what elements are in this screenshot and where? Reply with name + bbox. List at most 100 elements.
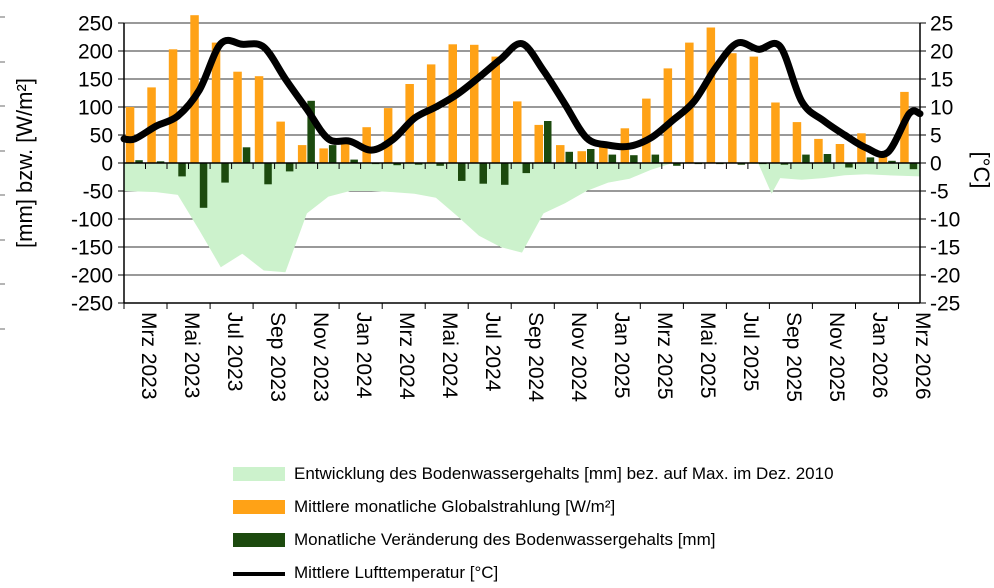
soil-change-bar [845, 163, 853, 168]
left-axis-title: [mm] bzw. [W/m²] [12, 78, 37, 248]
legend-item-global-radiation: Mittlere monatliche Globalstrahlung [W/m… [233, 496, 834, 518]
radiation-bar [577, 151, 586, 163]
radiation-bar [448, 44, 457, 163]
right-axis-title: [°C] [969, 152, 994, 189]
soil-change-bar [458, 163, 466, 181]
svg-text:250: 250 [78, 13, 113, 36]
soil-change-bar [544, 121, 552, 163]
page-edge-mark [0, 105, 5, 107]
svg-text:Mrz 2025: Mrz 2025 [653, 312, 676, 400]
soil-change-bar [242, 147, 251, 163]
soil-change-bar [285, 163, 294, 172]
soil-change-bar [350, 159, 358, 163]
left-axis-tick-labels: 250 200 150 100 50 0 -50 -100 -150 -200 -250 [71, 13, 113, 316]
soil-change-bar [630, 155, 638, 163]
radiation-bar [211, 42, 221, 163]
soil-change-bar [307, 100, 315, 163]
radiation-bar [663, 68, 673, 163]
svg-text:20: 20 [930, 41, 953, 64]
legend-label: Mittlere Lufttemperatur [°C] [294, 563, 499, 582]
soil-change-bar [135, 160, 143, 163]
svg-text:Jan 2025: Jan 2025 [610, 312, 633, 398]
legend-label: Entwicklung des Bodenwassergehalts [mm] … [294, 464, 834, 483]
radiation-bar [470, 44, 479, 163]
radiation-bar [513, 101, 522, 163]
soil-change-bars [135, 100, 918, 208]
radiation-bar [728, 53, 737, 164]
svg-text:10: 10 [930, 97, 953, 120]
soil-change-bar [264, 163, 272, 185]
radiation-bar [749, 56, 759, 163]
page-edge-mark [0, 16, 5, 18]
legend-item-soil-water-change: Monatliche Veränderung des Bodenwasserge… [233, 529, 834, 551]
soil-change-bar [501, 163, 509, 185]
legend-label: Mittlere monatliche Globalstrahlung [W/m… [294, 497, 616, 516]
radiation-bar [771, 102, 780, 163]
svg-text:-150: -150 [71, 237, 113, 260]
legend-item-soil-water-development: Entwicklung des Bodenwassergehalts [mm] … [233, 463, 834, 485]
soil-change-bar [888, 160, 896, 163]
page-edge-mark [0, 194, 5, 196]
svg-text:Nov 2023: Nov 2023 [309, 312, 332, 402]
svg-text:-10: -10 [930, 209, 960, 232]
svg-text:-20: -20 [930, 265, 960, 288]
page-edge-mark [0, 149, 5, 152]
right-axis-tick-labels: 25 20 15 10 5 0 -5 -10 -15 -20 -25 [930, 13, 960, 316]
x-axis-tick-labels: Mrz 2023 Mai 2023 Jul 2023 Sep 2023 Nov 2023… [137, 312, 934, 402]
green-bar-swatch-icon [233, 533, 285, 547]
orange-bar-swatch-icon [233, 500, 285, 514]
svg-text:Sep 2025: Sep 2025 [782, 312, 805, 402]
radiation-bar [814, 138, 823, 163]
page-edge-mark [0, 60, 5, 63]
radiation-bar [125, 107, 135, 163]
svg-text:-25: -25 [930, 293, 960, 316]
legend-label: Monatliche Veränderung des Bodenwasserge… [294, 530, 716, 549]
radiation-bar [190, 15, 199, 164]
svg-text:-250: -250 [71, 293, 113, 316]
svg-text:0: 0 [101, 153, 113, 176]
soil-change-bar [823, 154, 832, 163]
svg-text:Jan 2024: Jan 2024 [352, 312, 375, 399]
svg-text:-5: -5 [930, 181, 949, 204]
soil-change-bar [866, 157, 875, 163]
svg-text:Mai 2023: Mai 2023 [180, 312, 203, 398]
page-edge-mark [0, 283, 5, 285]
soil-change-bar [608, 154, 617, 163]
svg-text:-15: -15 [930, 237, 960, 260]
radiation-bar [233, 71, 242, 163]
radiation-bar [792, 122, 802, 163]
soil-change-bar [199, 163, 208, 208]
svg-text:5: 5 [930, 125, 942, 148]
soil-change-bar [909, 163, 918, 170]
svg-text:-200: -200 [71, 265, 113, 288]
soil-change-bar [587, 149, 595, 163]
svg-text:Jul 2024: Jul 2024 [481, 312, 504, 392]
radiation-bar [319, 148, 328, 163]
soil-water-area [124, 163, 920, 273]
soil-change-bar [414, 163, 423, 165]
svg-text:-50: -50 [83, 181, 113, 204]
radiation-bar [835, 144, 845, 163]
svg-text:Mai 2024: Mai 2024 [438, 312, 461, 399]
legend: Entwicklung des Bodenwassergehalts [mm] … [233, 463, 834, 584]
radiation-bar [426, 64, 436, 163]
svg-text:15: 15 [930, 69, 953, 92]
soil-change-bar [565, 151, 573, 163]
soil-change-bar [651, 154, 660, 163]
svg-text:100: 100 [78, 97, 113, 120]
soil-change-bar [673, 163, 681, 166]
soil-change-bar [737, 163, 746, 165]
soil-change-bar [393, 163, 401, 166]
temperature-line [120, 36, 924, 158]
svg-text:25: 25 [930, 13, 953, 36]
radiation-bar [276, 121, 285, 163]
svg-text:Nov 2024: Nov 2024 [567, 312, 590, 402]
svg-text:Mrz 2024: Mrz 2024 [395, 312, 418, 400]
axis-ticks [118, 22, 926, 309]
radiation-bar [383, 108, 393, 163]
radiation-bar [599, 146, 608, 163]
radiation-bar [534, 124, 543, 163]
svg-text:150: 150 [78, 69, 113, 92]
